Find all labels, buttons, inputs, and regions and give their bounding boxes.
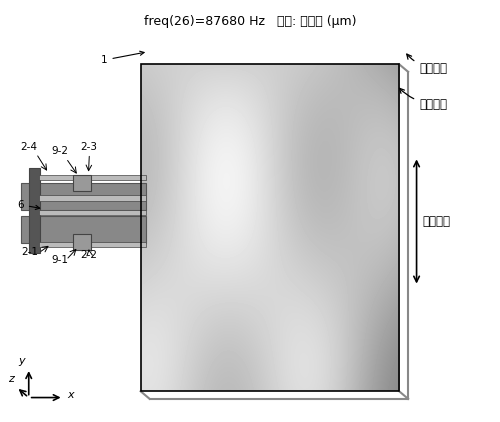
- Text: 谐振状态: 谐振状态: [400, 88, 447, 111]
- Bar: [22, 183, 146, 210]
- Text: z: z: [8, 373, 14, 384]
- Text: freq(26)=87680 Hz   表面: 总位移 (μm): freq(26)=87680 Hz 表面: 总位移 (μm): [144, 15, 356, 28]
- Text: 2-1: 2-1: [22, 247, 38, 257]
- Text: 9-1: 9-1: [52, 255, 68, 265]
- Bar: [38, 210, 146, 215]
- Text: 振动方向: 振动方向: [422, 215, 450, 228]
- Bar: [74, 234, 91, 249]
- Text: 9-2: 9-2: [52, 146, 68, 157]
- Bar: [140, 64, 399, 391]
- Text: 6: 6: [18, 200, 40, 210]
- Bar: [38, 195, 146, 200]
- Text: 2-3: 2-3: [80, 142, 97, 152]
- Bar: [38, 242, 146, 246]
- Bar: [22, 216, 146, 243]
- Bar: [28, 168, 40, 253]
- Text: 2-4: 2-4: [20, 142, 37, 152]
- Text: y: y: [18, 356, 25, 366]
- Text: x: x: [68, 390, 74, 400]
- Text: 1: 1: [101, 51, 144, 65]
- Text: 2-2: 2-2: [80, 250, 97, 260]
- Text: 静止状态: 静止状态: [407, 54, 447, 75]
- Bar: [74, 175, 91, 191]
- Bar: [38, 175, 146, 179]
